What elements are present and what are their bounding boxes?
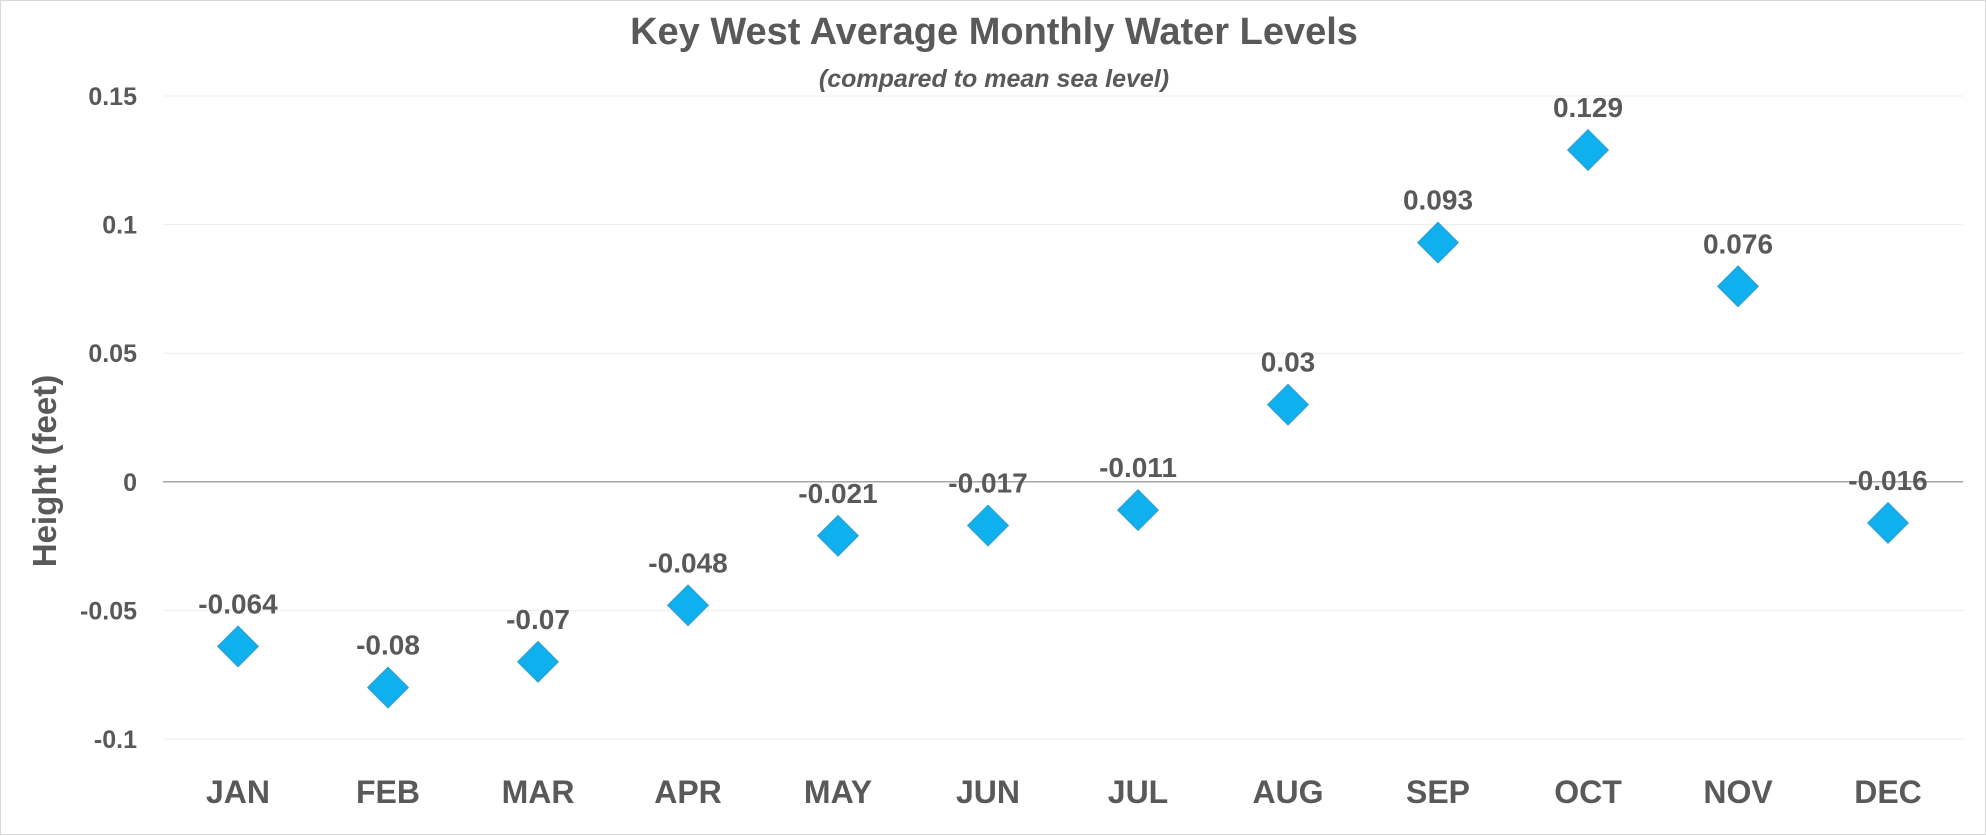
data-point-marker: [1866, 501, 1910, 545]
y-tick-label: -0.05: [80, 597, 137, 625]
y-tick-label: 0: [123, 469, 137, 497]
data-label: -0.048: [648, 547, 727, 578]
chart-subtitle: (compared to mean sea level): [819, 65, 1169, 93]
data-point-marker: [366, 666, 410, 709]
data-point-marker: [516, 640, 560, 683]
x-tick-label: OCT: [1554, 774, 1622, 810]
data-label: 0.03: [1261, 347, 1316, 378]
chart-title: Key West Average Monthly Water Levels: [630, 11, 1358, 53]
data-label: -0.021: [798, 478, 877, 509]
y-tick-label: 0.15: [88, 83, 137, 111]
data-label: -0.08: [356, 630, 420, 661]
x-tick-label: JUN: [956, 774, 1020, 810]
data-point-marker: [816, 514, 860, 557]
data-point-marker: [666, 584, 710, 627]
x-tick-label: JUL: [1108, 774, 1168, 810]
gridlines: [163, 95, 1963, 740]
data-point-marker: [1566, 128, 1610, 172]
data-labels: -0.064 -0.08 -0.07 -0.048 -0.021 -0.017 -0.011…: [198, 92, 1927, 661]
data-markers: [216, 128, 1910, 709]
x-tick-label: FEB: [356, 774, 420, 810]
data-point-marker: [216, 625, 260, 668]
data-label: -0.016: [1848, 465, 1927, 496]
data-label: -0.064: [198, 588, 278, 619]
x-tick-label: NOV: [1703, 774, 1773, 810]
data-label: 0.076: [1703, 228, 1773, 259]
y-tick-label: 0.1: [102, 212, 137, 240]
data-label: 0.129: [1553, 92, 1623, 123]
y-axis-label: Height (feet): [26, 375, 63, 568]
data-point-marker: [1716, 265, 1760, 308]
x-tick-label: JAN: [206, 774, 270, 810]
y-axis-ticks: 0.15 0.1 0.05 0 -0.05 -0.1: [80, 83, 137, 754]
data-point-marker: [1116, 489, 1160, 532]
x-tick-label: APR: [654, 774, 722, 810]
data-label: -0.011: [1099, 452, 1177, 483]
x-tick-label: DEC: [1854, 774, 1922, 810]
data-label: -0.017: [948, 468, 1027, 499]
data-point-marker: [966, 504, 1010, 547]
data-label: -0.07: [506, 604, 570, 635]
x-tick-label: MAY: [804, 774, 872, 810]
data-point-marker: [1266, 383, 1310, 426]
y-tick-label: 0.05: [88, 340, 137, 368]
data-point-marker: [1416, 221, 1460, 264]
data-label: 0.093: [1403, 185, 1473, 216]
y-tick-label: -0.1: [94, 726, 137, 754]
x-tick-label: SEP: [1406, 774, 1470, 810]
x-tick-label: MAR: [502, 774, 575, 810]
x-axis-ticks: JAN FEB MAR APR MAY JUN JUL AUG SEP OCT NOV DEC: [206, 774, 1922, 810]
x-tick-label: AUG: [1252, 774, 1323, 810]
